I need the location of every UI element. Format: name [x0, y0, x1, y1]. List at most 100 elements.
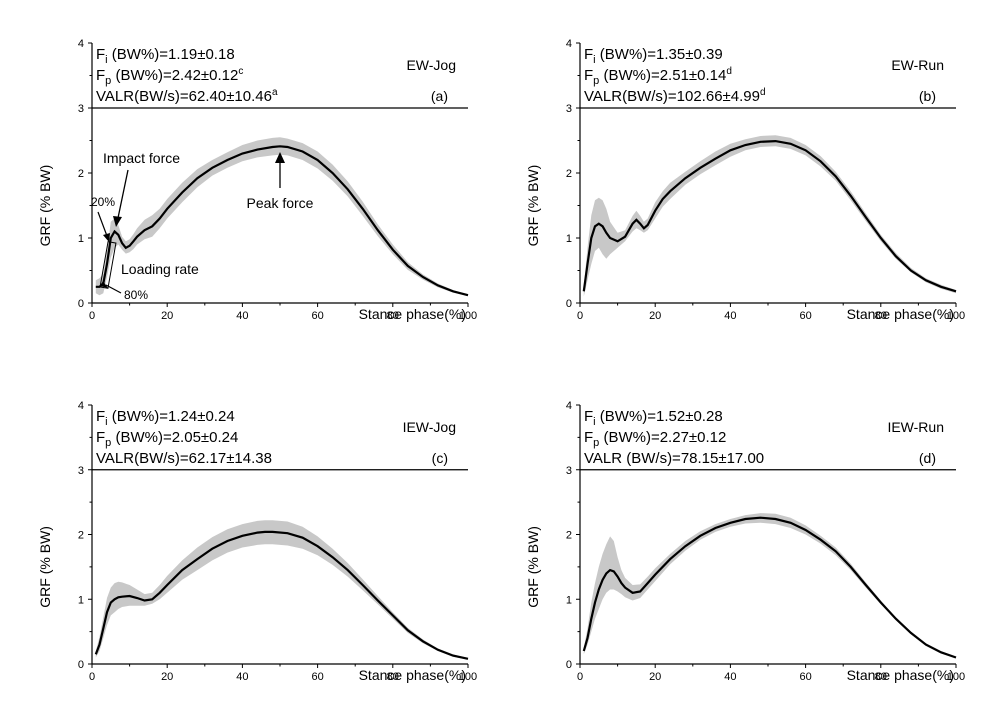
y-axis-label: GRF (% BW) [525, 526, 541, 608]
stat-subscript: p [105, 75, 111, 87]
stat-valr: VALR(BW/s)=62.40±10.46a [96, 87, 278, 105]
y-tick-label: 4 [78, 400, 84, 412]
stat-text: VALR(BW/s)=62.17±14.38 [96, 450, 272, 467]
stat-valr: VALR(BW/s)=102.66±4.99d [584, 87, 766, 105]
chart-panel-4: 0 20 40 60 80 100 0 1 2 3 4 Stance phase(%) GRF (% B… [525, 400, 965, 683]
condition-label: EW-Jog [406, 57, 456, 73]
stat-fp: Fp (BW%)=2.42±0.12c [96, 66, 243, 87]
stat-text: F [96, 67, 105, 84]
stat-subscript: i [593, 416, 595, 428]
x-tick-label: 100 [459, 310, 477, 322]
stat-fp: Fp (BW%)=2.05±0.24 [96, 429, 238, 449]
x-tick-label: 40 [236, 671, 248, 683]
x-tick-label: 100 [947, 310, 965, 322]
x-tick-label: 60 [799, 310, 811, 322]
y-tick-label: 4 [566, 400, 572, 412]
percent-20-label: 20% [91, 195, 115, 209]
x-axis-label: Stance phase(%) [847, 306, 954, 322]
y-tick-label: 2 [78, 168, 84, 180]
sd-band [583, 513, 956, 659]
y-tick-label: 2 [566, 168, 572, 180]
stat-text: F [96, 46, 105, 63]
y-tick-label: 3 [78, 465, 84, 477]
percent-80-label: 80% [124, 288, 148, 302]
arrowhead [100, 281, 108, 288]
y-tick-label: 2 [566, 530, 572, 542]
x-axis-label: Stance phase(%) [847, 667, 954, 683]
arrowhead [113, 216, 122, 227]
condition-label: IEW-Jog [403, 419, 456, 435]
stat-subscript: i [593, 54, 595, 66]
percent-80-arrow [105, 284, 122, 294]
x-tick-label: 60 [799, 671, 811, 683]
arrowhead [275, 152, 285, 163]
stat-valr: VALR (BW/s)=78.15±17.00 [584, 450, 764, 467]
stat-subscript: i [105, 54, 107, 66]
x-tick-label: 20 [161, 671, 173, 683]
stat-superscript: d [726, 66, 732, 77]
x-tick-label: 0 [577, 310, 583, 322]
mean-grf-line [582, 139, 957, 293]
condition-label: EW-Run [891, 57, 944, 73]
stat-text: (BW%)=1.35±0.39 [596, 46, 723, 63]
percent-20-arrow [97, 211, 108, 237]
stat-text: F [584, 408, 593, 425]
y-tick-label: 1 [566, 233, 572, 245]
stat-text: (BW%)=1.52±0.28 [596, 408, 723, 425]
stat-text: (BW%)=2.05±0.24 [111, 429, 238, 446]
stat-text: F [584, 429, 593, 446]
x-tick-label: 100 [459, 671, 477, 683]
chart-panel-1: 0 20 40 60 80 100 0 1 2 3 4 Stance phase(%) GRF (% B… [37, 38, 477, 322]
x-tick-label: 80 [387, 671, 399, 683]
stat-text: VALR(BW/s)=62.40±10.46 [96, 88, 272, 105]
y-tick-label: 0 [566, 659, 572, 671]
stat-fi: Fi (BW%)=1.52±0.28 [584, 408, 723, 428]
stat-text: VALR (BW/s)=78.15±17.00 [584, 450, 764, 467]
y-tick-label: 3 [566, 103, 572, 115]
y-tick-label: 3 [566, 465, 572, 477]
stat-fi: Fi (BW%)=1.24±0.24 [96, 408, 235, 428]
stat-subscript: i [105, 416, 107, 428]
y-tick-label: 3 [78, 103, 84, 115]
stat-text: (BW%)=2.27±0.12 [599, 429, 726, 446]
stat-subscript: p [593, 75, 599, 87]
panel-label: (b) [919, 88, 936, 104]
x-tick-label: 20 [649, 671, 661, 683]
x-tick-label: 40 [724, 671, 736, 683]
peak-force-label: Peak force [247, 195, 314, 211]
panel-label: (c) [432, 450, 448, 466]
stat-superscript: d [760, 87, 766, 98]
x-tick-label: 0 [89, 671, 95, 683]
y-tick-label: 4 [566, 38, 572, 50]
arrowhead [103, 233, 110, 242]
chart-panel-2: 0 20 40 60 80 100 0 1 2 3 4 Stance phase(%) GRF (% B… [525, 38, 965, 322]
impact-force-annotation: Impact force [103, 150, 180, 227]
panel-label: (a) [431, 88, 448, 104]
stat-text: (BW%)=1.19±0.18 [108, 46, 235, 63]
y-tick-label: 1 [78, 233, 84, 245]
y-tick-label: 0 [78, 659, 84, 671]
y-tick-label: 4 [78, 38, 84, 50]
stat-text: (BW%)=2.42±0.12 [111, 67, 238, 84]
x-axis-label: Stance phase(%) [359, 667, 466, 683]
stat-text: VALR(BW/s)=102.66±4.99 [584, 88, 760, 105]
stat-text: (BW%)=2.51±0.14 [599, 67, 726, 84]
stat-valr: VALR(BW/s)=62.17±14.38 [96, 450, 272, 467]
x-tick-label: 60 [311, 671, 323, 683]
stat-subscript: p [593, 437, 599, 449]
y-tick-label: 0 [78, 298, 84, 310]
sd-band [583, 135, 956, 297]
y-tick-label: 1 [566, 594, 572, 606]
x-tick-label: 20 [161, 310, 173, 322]
panel-label: (d) [919, 450, 936, 466]
x-tick-label: 40 [724, 310, 736, 322]
stat-text: F [584, 46, 593, 63]
impact-force-label: Impact force [103, 150, 180, 166]
stat-fp: Fp (BW%)=2.27±0.12 [584, 429, 726, 449]
stat-superscript: c [238, 66, 243, 77]
loading-rate-box [99, 241, 117, 289]
stat-subscript: p [105, 437, 111, 449]
x-tick-label: 80 [387, 310, 399, 322]
x-axis-label: Stance phase(%) [359, 306, 466, 322]
